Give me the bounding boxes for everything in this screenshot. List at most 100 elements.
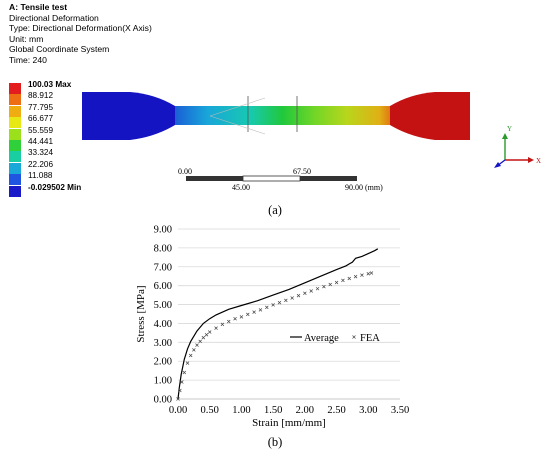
fea-marker [204,333,209,337]
axis-x-label: X [536,157,541,165]
scale-label: 67.50 [293,167,311,176]
fea-marker [271,303,275,307]
fea-marker [309,289,313,293]
contour-legend: 100.03 Max 88.912 77.795 66.677 55.559 44.441… [9,80,89,203]
fea-marker [366,272,371,276]
fea-info-line: Unit: mm [9,33,44,44]
fea-marker [176,397,180,401]
sketch-lines [209,97,266,135]
fea-marker [201,335,206,340]
fea-marker [185,361,190,365]
scale-label: 45.00 [232,183,250,192]
x-tick-label: 3.50 [391,405,409,416]
x-tick-label: 0.50 [201,405,219,416]
fea-marker [233,316,237,321]
x-axis-label: Strain [mm/mm] [252,417,326,429]
fea-marker [252,310,256,314]
y-tick-label: 6.00 [154,281,172,292]
fea-marker [290,296,294,300]
y-tick-label: 2.00 [154,357,172,368]
y-tick-label: 8.00 [154,243,172,254]
legend-label: -0.029502 Min [28,182,82,192]
legend-swatch [9,105,21,117]
legend-label: 11.088 [28,171,53,181]
caption-b: (b) [267,435,283,449]
y-tick-label: 4.00 [154,319,172,330]
x-tick-label: 1.50 [264,405,282,416]
legend-label: 55.559 [28,125,54,135]
x-tick-label: 0.00 [169,405,187,416]
scale-label: 90.00 (mm) [345,183,383,192]
scale-label: 0.00 [178,167,192,176]
legend-label: 88.912 [28,91,54,101]
legend-marker-fea [352,335,356,339]
fea-marker [182,370,187,375]
fea-marker [258,308,263,312]
fea-marker [277,300,282,305]
fea-info-line: Directional Deformation [9,12,99,23]
y-tick-label: 7.00 [154,262,172,273]
specimen-view: 0.00 67.50 45.00 90.00 (mm) Y X [82,92,541,192]
fea-marker [226,319,231,324]
fea-marker [303,291,307,295]
legend-swatch [9,162,21,174]
legend-swatch [9,140,21,151]
x-tick-label: 3.00 [359,405,377,416]
fea-marker [315,286,320,291]
legend-swatch [9,94,21,106]
legend-label-average: Average [304,333,339,344]
y-tick-label: 0.00 [154,395,172,406]
fea-marker [220,322,225,327]
fea-marker [369,271,374,275]
caption-a: (a) [268,203,282,217]
fea-marker [178,388,182,393]
fea-marker [353,274,358,279]
fea-title: A: Tensile test [9,2,68,12]
fea-marker [180,380,184,384]
fea-marker [195,343,199,347]
scale-bar: 0.00 67.50 45.00 90.00 (mm) [178,167,383,192]
series-line-average [177,248,379,400]
fea-marker [198,339,202,344]
y-tick-label: 9.00 [154,225,172,236]
legend-swatch [9,83,21,94]
legend-swatch [9,128,21,140]
fea-marker [239,315,244,319]
legend-label: 33.324 [28,148,54,158]
legend-swatch [9,174,21,186]
x-tick-label: 2.00 [296,405,314,416]
legend-swatch [9,117,21,129]
fea-info-block: A: Tensile test Directional Deformation … [9,2,152,65]
legend-label: 66.677 [28,114,54,124]
fea-marker [341,278,345,283]
fea-marker [192,348,196,352]
fea-info-line: Type: Directional Deformation(X Axis) [9,23,152,33]
legend-label-fea: FEA [360,333,380,344]
specimen-left-grip [82,92,175,140]
fea-marker [207,330,212,334]
fea-marker [328,282,332,287]
legend-swatch [9,151,21,163]
y-tick-label: 3.00 [154,338,172,349]
fea-marker [347,276,352,281]
y-tick-label: 1.00 [154,376,172,387]
fea-marker [188,353,193,358]
fea-marker [334,280,339,285]
x-tick-label: 2.50 [327,405,345,416]
fea-marker [214,326,218,330]
axis-y-label: Y [507,125,512,133]
fea-marker [296,293,301,298]
fea-info-line: Global Coordinate System [9,44,110,54]
fea-info-line: Time: 240 [9,54,47,65]
legend-label: 22.206 [28,159,54,169]
specimen-gauge-section [175,106,390,125]
legend-label: 77.795 [28,102,54,112]
legend-label: 100.03 Max [28,80,72,89]
fea-marker [246,312,250,317]
x-tick-label: 1.00 [232,405,250,416]
coordinate-triad-icon: Y X [494,125,541,168]
y-tick-label: 5.00 [154,300,172,311]
y-axis-label: Stress [MPa] [135,285,147,342]
specimen-right-grip [390,92,470,140]
legend-swatch [9,185,21,197]
